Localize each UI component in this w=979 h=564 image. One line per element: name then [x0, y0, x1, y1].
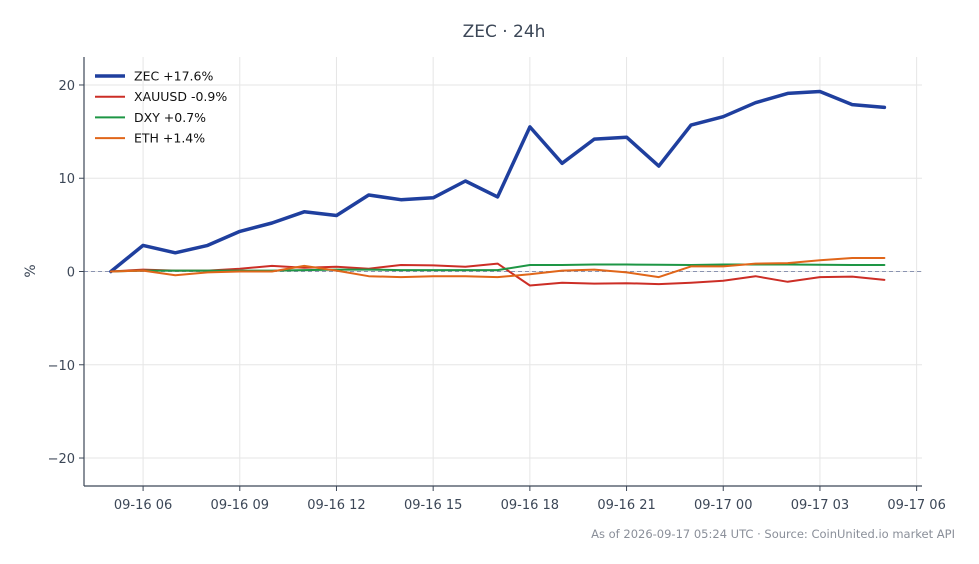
- y-tick-label: 10: [58, 172, 75, 187]
- series-line-3: [109, 257, 886, 279]
- legend-label-2: DXY +0.7%: [134, 110, 206, 125]
- x-tick-label: 09-16 18: [501, 498, 559, 513]
- chart-title: ZEC · 24h: [463, 22, 546, 42]
- y-tick-label: 0: [67, 266, 75, 281]
- x-tick-label: 09-17 03: [791, 498, 849, 513]
- y-tick-label: −20: [48, 452, 75, 467]
- x-tick-label: 09-17 06: [887, 498, 945, 513]
- legend: ZEC +17.6% XAUUSD -0.9% DXY +0.7% ETH +1.4%: [95, 69, 227, 146]
- legend-label-1: XAUUSD -0.9%: [134, 89, 227, 104]
- y-tick-label: −10: [48, 359, 75, 374]
- axes: 09-16 06 09-16 09 09-16 12 09-16 15 09-16 18…: [48, 57, 946, 513]
- x-tick-label: 09-16 12: [307, 498, 365, 513]
- y-axis-label: %: [23, 264, 39, 277]
- x-tick-label: 09-16 09: [211, 498, 269, 513]
- series-line-0: [109, 89, 887, 274]
- x-tick-label: 09-16 15: [404, 498, 462, 513]
- y-tick-label: 20: [58, 79, 75, 94]
- x-tick-label: 09-17 00: [694, 498, 752, 513]
- legend-label-0: ZEC +17.6%: [134, 69, 213, 84]
- series-group: [109, 89, 887, 287]
- series-line-2: [109, 263, 886, 273]
- footer-source: As of 2026-09-17 05:24 UTC · Source: Coi…: [591, 527, 955, 541]
- series-line-1: [109, 262, 886, 287]
- legend-label-3: ETH +1.4%: [134, 131, 205, 146]
- x-tick-label: 09-16 21: [597, 498, 655, 513]
- x-tick-label: 09-16 06: [114, 498, 172, 513]
